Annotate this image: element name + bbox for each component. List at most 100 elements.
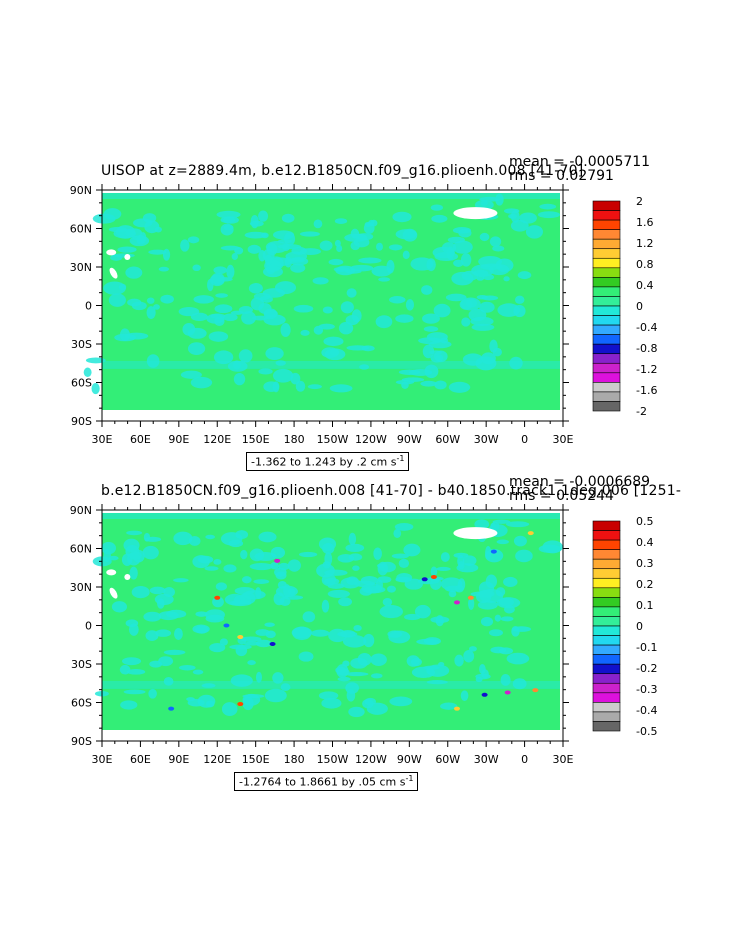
anomaly-speck (214, 595, 221, 600)
colorbar-swatch (592, 616, 621, 627)
colorbar-swatch (592, 324, 621, 335)
anomaly-speck (481, 692, 488, 697)
negative-patch (131, 585, 150, 599)
negative-patch (241, 576, 252, 584)
anomaly-speck (269, 641, 276, 646)
colorbar-swatch (592, 702, 621, 713)
negative-patch (280, 323, 291, 337)
lat-label: 90S (71, 735, 92, 748)
negative-patch (277, 244, 302, 250)
lon-label: 30E (92, 753, 113, 766)
colorbar: 0.5 0.4 0.3 0.2 0.1 0 -0.1 -0.2 -0.3 -0.4 -0.5 (592, 515, 657, 738)
lon-label: 90E (168, 753, 189, 766)
negative-patch (160, 294, 174, 304)
negative-patch (485, 548, 504, 563)
rms-stat: rms = 0.05244 (509, 488, 614, 504)
anomaly-speck (274, 558, 281, 563)
colorbar-swatch (592, 391, 621, 402)
mean-stat: mean = -0.0005711 (509, 154, 651, 170)
negative-patch (223, 564, 237, 573)
negative-patch (489, 339, 498, 353)
negative-patch (324, 348, 346, 361)
colorbar-label: -0.1 (636, 641, 657, 654)
colorbar-swatch (592, 401, 621, 412)
colorbar-swatch (592, 200, 621, 211)
negative-patch (142, 545, 159, 560)
negative-patch (144, 220, 160, 234)
negative-patch (376, 563, 386, 568)
colorbar-swatch (592, 635, 621, 646)
negative-patch (143, 532, 151, 542)
negative-patch (492, 519, 511, 524)
colorbar-swatch (592, 520, 621, 531)
lon-label: 150W (317, 753, 349, 766)
negative-patch (123, 689, 146, 695)
mean-stat: mean = -0.0006689 (509, 474, 651, 490)
negative-patch (348, 532, 357, 546)
colorbar-label: -0.8 (636, 342, 657, 355)
negative-patch (481, 295, 499, 301)
negative-patch (318, 691, 339, 700)
negative-patch (356, 233, 374, 241)
negative-patch (235, 530, 249, 540)
negative-patch (190, 376, 213, 389)
negative-patch (242, 696, 254, 711)
negative-patch (506, 652, 530, 665)
negative-patch (281, 213, 295, 223)
negative-patch (373, 547, 382, 560)
negative-patch (146, 297, 155, 304)
negative-patch (401, 381, 409, 389)
negative-patch (247, 660, 256, 666)
negative-patch (354, 580, 375, 588)
colorbar-swatch (592, 587, 621, 598)
negative-patch (235, 644, 248, 657)
negative-patch (219, 638, 228, 646)
negative-patch (127, 298, 142, 307)
negative-patch (258, 368, 273, 375)
negative-patch (299, 248, 321, 256)
negative-patch (422, 313, 440, 324)
negative-patch (338, 321, 354, 335)
negative-patch (298, 651, 314, 662)
lon-label: 120E (203, 433, 231, 446)
negative-patch (460, 690, 469, 702)
negative-patch (290, 263, 306, 273)
colorbar-swatch (592, 597, 621, 608)
colorbar-label: -0.5 (636, 725, 657, 738)
colorbar-label: -0.4 (636, 321, 657, 334)
negative-patch (112, 253, 135, 258)
lat-label: 0 (85, 620, 92, 633)
negative-patch (494, 614, 502, 622)
negative-patch (471, 323, 495, 331)
negative-patch (207, 278, 214, 292)
negative-patch (243, 641, 261, 646)
negative-patch (417, 578, 440, 585)
negative-patch (515, 549, 533, 563)
negative-patch (180, 239, 190, 252)
negative-patch (146, 306, 156, 320)
negative-patch (111, 601, 128, 613)
lat-label: 30N (70, 261, 92, 274)
lon-label: 30W (474, 433, 499, 446)
colorbar-swatch (592, 625, 621, 636)
negative-patch (480, 616, 494, 627)
negative-patch (118, 283, 127, 291)
missing-region (109, 267, 118, 279)
negative-patch (361, 345, 375, 352)
negative-patch (300, 329, 310, 336)
negative-patch (249, 562, 274, 571)
negative-patch (426, 664, 450, 677)
negative-patch (440, 552, 450, 562)
negative-patch (180, 370, 202, 379)
lon-label: 150E (242, 753, 270, 766)
negative-patch (250, 297, 265, 311)
negative-patch (363, 633, 375, 648)
negative-patch (537, 211, 561, 219)
contour-info-text: -1.2764 to 1.8661 by .05 cm s (239, 775, 406, 789)
lon-label: 90E (168, 433, 189, 446)
missing-region (453, 527, 498, 540)
negative-patch (158, 266, 170, 272)
negative-patch (265, 347, 284, 360)
map-field (83, 193, 561, 410)
